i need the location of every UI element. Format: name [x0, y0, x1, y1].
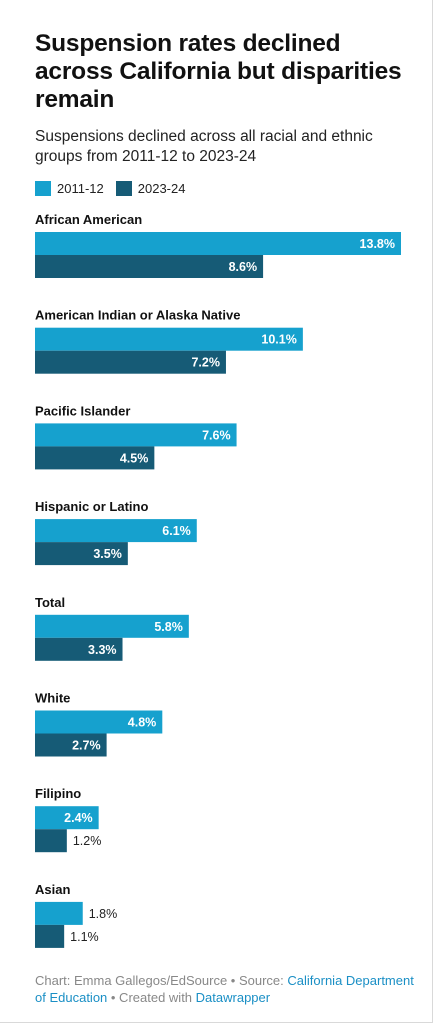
bar-white-2023-24 — [35, 733, 107, 757]
category-label-hispanic-or-latino: Hispanic or Latino — [35, 499, 148, 514]
legend-label-2023-24: 2023-24 — [137, 180, 186, 196]
bar-american-indian-or-alaska-native-2023-24 — [35, 350, 226, 374]
data-label-asian-2023-24: 1.1% — [70, 930, 99, 944]
bar-asian-2011-12 — [35, 901, 83, 925]
bar-pacific-islander-2011-12 — [35, 423, 237, 447]
legend-item-2023-24: 2023-24 — [115, 180, 186, 196]
bar-pacific-islander-2023-24 — [35, 446, 155, 470]
category-label-african-american: African American — [35, 212, 142, 227]
data-label-american-indian-or-alaska-native-2023-24: 7.2% — [191, 356, 220, 370]
chart-subtitle: Suspensions declined across all racial a… — [35, 128, 373, 165]
data-label-filipino-2023-24: 1.2% — [73, 834, 102, 848]
legend-swatch-2011-12 — [35, 180, 51, 196]
chart-footer: Chart: Emma Gallegos/EdSource • Source: … — [35, 972, 415, 1006]
data-label-pacific-islander-2023-24: 4.5% — [120, 451, 149, 465]
bar-asian-2023-24 — [35, 924, 65, 948]
bar-filipino-2023-24 — [35, 829, 67, 853]
category-label-total: Total — [35, 595, 65, 610]
data-label-white-2011-12: 4.8% — [128, 716, 157, 730]
footer-credit: Chart: Emma Gallegos/EdSource • Source: — [35, 973, 288, 988]
bar-white-2011-12 — [35, 710, 163, 734]
bar-african-american-2011-12 — [35, 232, 401, 255]
data-label-hispanic-or-latino-2011-12: 6.1% — [162, 524, 191, 538]
legend-label-2011-12: 2011-12 — [57, 180, 104, 196]
data-label-asian-2011-12: 1.8% — [89, 907, 118, 921]
chart-title: Suspension rates declined across Califor… — [35, 30, 402, 113]
legend-item-2011-12: 2011-12 — [35, 180, 104, 196]
category-label-filipino: Filipino — [35, 786, 81, 801]
data-label-total-2011-12: 5.8% — [154, 620, 183, 634]
data-label-african-american-2011-12: 13.8% — [360, 237, 395, 251]
bar-total-2023-24 — [35, 637, 123, 661]
data-label-pacific-islander-2011-12: 7.6% — [202, 428, 231, 442]
bar-hispanic-or-latino-2011-12 — [35, 519, 197, 543]
chart-legend: 2011-12 2023-24 — [35, 180, 197, 196]
bar-american-indian-or-alaska-native-2011-12 — [35, 327, 303, 351]
bar-total-2011-12 — [35, 614, 189, 638]
bar-filipino-2011-12 — [35, 806, 99, 830]
category-label-asian: Asian — [35, 882, 70, 897]
data-label-total-2023-24: 3.3% — [88, 643, 117, 657]
category-label-american-indian-or-alaska-native: American Indian or Alaska Native — [35, 308, 240, 323]
data-label-filipino-2011-12: 2.4% — [64, 811, 93, 825]
category-label-white: White — [35, 691, 70, 706]
data-label-white-2023-24: 2.7% — [72, 739, 101, 753]
bar-hispanic-or-latino-2023-24 — [35, 542, 128, 566]
data-label-hispanic-or-latino-2023-24: 3.5% — [93, 547, 122, 561]
source-link[interactable]: California Department of Education — [35, 973, 414, 1005]
data-label-american-indian-or-alaska-native-2011-12: 10.1% — [261, 333, 296, 347]
data-label-african-american-2023-24: 8.6% — [229, 260, 258, 274]
datawrapper-link[interactable]: Datawrapper — [195, 990, 271, 1005]
footer-created: • Created with — [107, 990, 196, 1005]
category-label-pacific-islander: Pacific Islander — [35, 403, 130, 418]
bar-african-american-2023-24 — [35, 255, 264, 278]
legend-swatch-2023-24 — [115, 180, 132, 196]
